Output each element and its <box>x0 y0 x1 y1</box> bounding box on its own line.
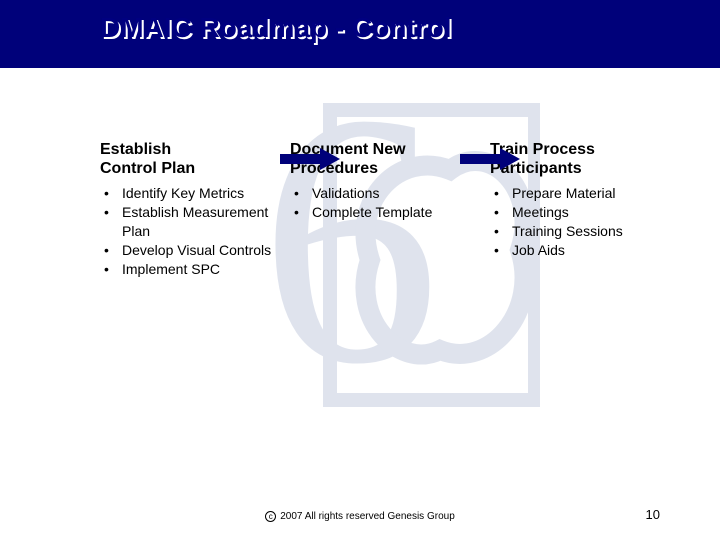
column-heading: Establish Control Plan <box>100 140 290 178</box>
page-number: 10 <box>646 507 660 522</box>
content-row: Establish Control Plan Identify Key Metr… <box>100 140 680 279</box>
column-establish-control-plan: Establish Control Plan Identify Key Metr… <box>100 140 290 279</box>
list-item: Meetings <box>490 203 660 222</box>
list-item: Complete Template <box>290 203 470 222</box>
bullet-list: Validations Complete Template <box>290 184 470 222</box>
arrow-right-icon <box>280 148 340 170</box>
arrow-right-icon <box>460 148 520 170</box>
list-item: Identify Key Metrics <box>100 184 290 203</box>
list-item: Implement SPC <box>100 260 290 279</box>
bullet-list: Identify Key Metrics Establish Measureme… <box>100 184 290 278</box>
footer-copyright: c 2007 All rights reserved Genesis Group <box>0 511 720 522</box>
footer-text: 2007 All rights reserved Genesis Group <box>280 511 455 522</box>
heading-line: Control Plan <box>100 160 195 177</box>
slide-title: DMAIC Roadmap - Control <box>100 12 452 44</box>
list-item: Validations <box>290 184 470 203</box>
list-item: Prepare Material <box>490 184 660 203</box>
list-item: Establish Measurement Plan <box>100 203 290 241</box>
slide: DMAIC Roadmap - Control DMAIC Roadmap - … <box>0 0 720 540</box>
list-item: Job Aids <box>490 241 660 260</box>
list-item: Training Sessions <box>490 222 660 241</box>
heading-line: Establish <box>100 141 171 158</box>
bullet-list: Prepare Material Meetings Training Sessi… <box>490 184 660 260</box>
copyright-icon: c <box>265 511 276 522</box>
list-item: Develop Visual Controls <box>100 241 290 260</box>
